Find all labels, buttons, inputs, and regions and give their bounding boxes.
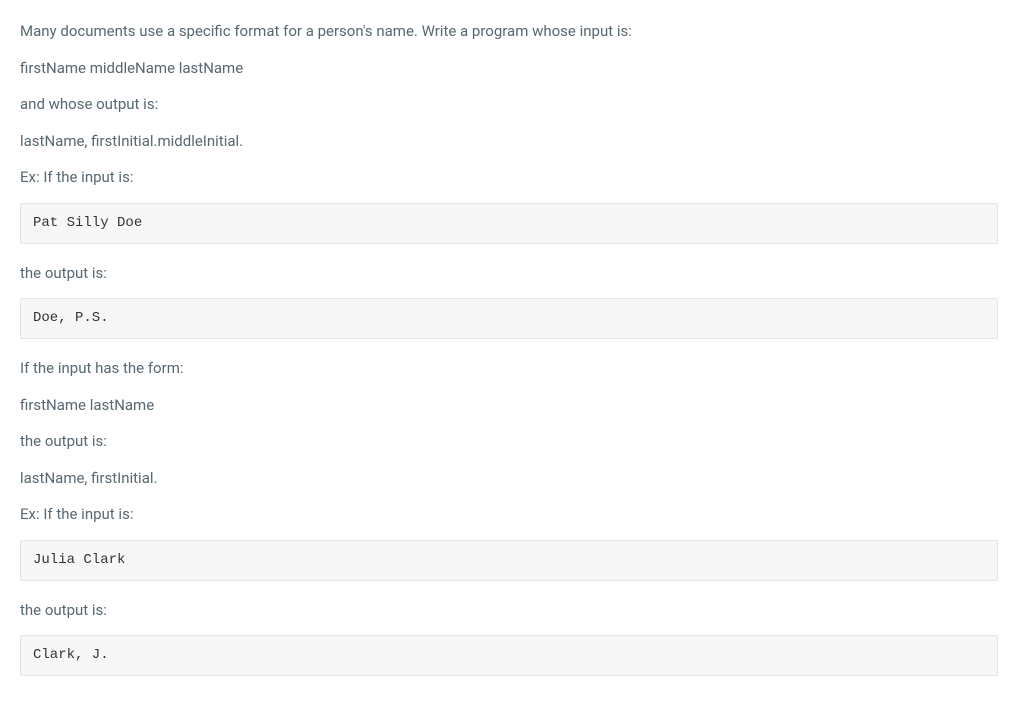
result-label-2: the output is: <box>20 599 998 622</box>
output-label-2: the output is: <box>20 430 998 453</box>
code-example-input-2: Julia Clark <box>20 540 998 581</box>
output-label: and whose output is: <box>20 93 998 116</box>
example-label-1: Ex: If the input is: <box>20 166 998 189</box>
code-example-output-1: Doe, P.S. <box>20 298 998 339</box>
result-label-1: the output is: <box>20 262 998 285</box>
input-format-two-names: firstName lastName <box>20 394 998 417</box>
alt-form-label: If the input has the form: <box>20 357 998 380</box>
intro-text: Many documents use a specific format for… <box>20 20 998 43</box>
code-example-output-2: Clark, J. <box>20 635 998 676</box>
output-format-two-names: lastName, firstInitial. <box>20 467 998 490</box>
input-format-three-names: firstName middleName lastName <box>20 57 998 80</box>
output-format-three-names: lastName, firstInitial.middleInitial. <box>20 130 998 153</box>
code-example-input-1: Pat Silly Doe <box>20 203 998 244</box>
example-label-2: Ex: If the input is: <box>20 503 998 526</box>
